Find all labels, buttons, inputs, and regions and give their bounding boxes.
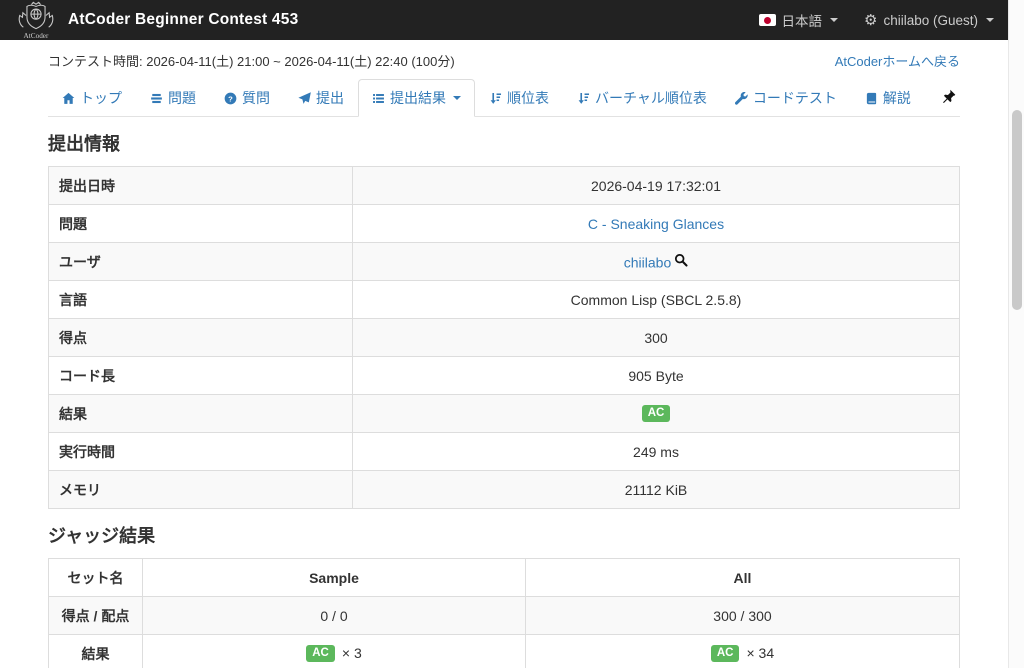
scrollbar-thumb[interactable] <box>1012 110 1022 310</box>
sample-score-value: 0 / 0 <box>142 596 526 635</box>
wrench-icon <box>734 91 748 105</box>
home-icon <box>62 92 75 104</box>
tab-label: 解説 <box>882 90 911 106</box>
tasks-icon <box>151 93 162 103</box>
row-label: 結果 <box>48 394 353 433</box>
logo-text: AtCoder <box>24 32 49 39</box>
table-row: 実行時間 249 ms <box>48 432 960 471</box>
tab-standings[interactable]: 順位表 <box>475 79 563 117</box>
row-label: 問題 <box>48 204 353 243</box>
caret-down-icon <box>986 18 994 22</box>
tab-label: 質問 <box>242 90 270 106</box>
row-label: 得点 / 配点 <box>48 596 143 635</box>
tab-top[interactable]: トップ <box>48 79 136 117</box>
tab-label: 提出結果 <box>390 90 446 106</box>
japan-flag-icon <box>758 14 776 26</box>
judge-result-heading: ジャッジ結果 <box>48 526 156 546</box>
row-label: 得点 <box>48 318 353 357</box>
tab-label: 問題 <box>168 90 196 106</box>
pin-icon[interactable] <box>938 81 960 116</box>
navbar-right: 日本語 ⚙ chiilabo (Guest) <box>758 10 994 30</box>
exec-time-value: 249 ms <box>352 432 960 471</box>
tab-questions[interactable]: ? 質問 <box>210 79 284 117</box>
tab-submit[interactable]: 提出 <box>284 79 358 117</box>
tab-problems[interactable]: 問題 <box>136 79 210 117</box>
memory-value: 21112 KiB <box>352 470 960 509</box>
tab-editorial[interactable]: 解説 <box>851 79 925 117</box>
search-icon[interactable] <box>674 254 688 270</box>
list-icon <box>373 93 384 103</box>
column-header-set: セット名 <box>48 558 143 597</box>
row-label: 提出日時 <box>48 166 353 205</box>
column-header-all: All <box>525 558 960 597</box>
user-menu[interactable]: ⚙ chiilabo (Guest) <box>864 13 994 28</box>
all-score-value: 300 / 300 <box>525 596 960 635</box>
navbar-title[interactable]: AtCoder Beginner Contest 453 <box>68 11 299 28</box>
column-header-sample: Sample <box>142 558 526 597</box>
row-label: 実行時間 <box>48 432 353 471</box>
sample-ac-count: × 3 <box>341 644 362 661</box>
submission-time-value: 2026-04-19 17:32:01 <box>352 166 960 205</box>
navbar: AtCoder AtCoder Beginner Contest 453 日本語… <box>0 0 1008 40</box>
table-row: 問題 C - Sneaking Glances <box>48 204 960 243</box>
language-label: 日本語 <box>781 14 823 29</box>
table-row: ユーザ chiilabo <box>48 242 960 281</box>
row-label: ユーザ <box>48 242 353 281</box>
score-value: 300 <box>352 318 960 357</box>
ac-status-badge: AC <box>641 405 671 423</box>
row-label: 結果 <box>48 634 143 668</box>
tab-code-test[interactable]: コードテスト <box>721 79 851 117</box>
caret-down-icon <box>453 96 461 100</box>
sort-icon <box>578 92 590 104</box>
language-value: Common Lisp (SBCL 2.5.8) <box>352 280 960 319</box>
table-header-row: セット名 Sample All <box>48 558 960 597</box>
row-label: メモリ <box>48 470 353 509</box>
table-row: 結果 AC × 3 AC × 34 <box>48 634 960 668</box>
table-row: 言語 Common Lisp (SBCL 2.5.8) <box>48 280 960 319</box>
table-row: メモリ 21112 KiB <box>48 470 960 509</box>
problem-link[interactable]: C - Sneaking Glances <box>587 215 725 232</box>
judge-result-table: セット名 Sample All 得点 / 配点 0 / 0 300 / 300 … <box>48 558 960 668</box>
table-row: 得点 / 配点 0 / 0 300 / 300 <box>48 596 960 635</box>
main-content: 提出情報 提出日時 2026-04-19 17:32:01 問題 C - Sne… <box>0 130 1008 668</box>
ac-status-badge: AC <box>710 645 740 663</box>
tab-label: トップ <box>80 90 122 106</box>
table-row: コード長 905 Byte <box>48 356 960 395</box>
code-size-value: 905 Byte <box>352 356 960 395</box>
svg-text:?: ? <box>228 94 233 103</box>
tab-bar: トップ 問題 ? 質問 提出 提出結果 順位表 バーチャル順位表 <box>48 79 960 117</box>
atcoder-logo-icon[interactable]: AtCoder <box>14 1 58 39</box>
sort-icon <box>490 92 502 104</box>
contest-bar: コンテスト時間: 2026-04-11(土) 21:00 ~ 2026-04-1… <box>0 40 1008 70</box>
table-row: 得点 300 <box>48 318 960 357</box>
user-name-label: chiilabo (Guest) <box>883 12 978 28</box>
tab-label: バーチャル順位表 <box>595 90 707 106</box>
tab-results[interactable]: 提出結果 <box>358 79 475 117</box>
user-link[interactable]: chiilabo <box>623 253 672 270</box>
tab-label: 提出 <box>316 90 344 106</box>
send-icon <box>298 91 311 104</box>
table-row: 提出日時 2026-04-19 17:32:01 <box>48 166 960 205</box>
tab-virtual-standings[interactable]: バーチャル順位表 <box>563 79 721 117</box>
contest-time-text: コンテスト時間: 2026-04-11(土) 21:00 ~ 2026-04-1… <box>48 54 455 69</box>
language-selector[interactable]: 日本語 <box>758 10 838 30</box>
ac-status-badge: AC <box>306 645 335 663</box>
submission-info-table: 提出日時 2026-04-19 17:32:01 問題 C - Sneaking… <box>48 166 960 509</box>
row-label: 言語 <box>48 280 353 319</box>
gear-icon: ⚙ <box>864 11 878 29</box>
tab-label: コードテスト <box>752 90 837 106</box>
submission-info-heading: 提出情報 <box>48 134 120 154</box>
row-label: コード長 <box>48 356 353 395</box>
tab-label: 順位表 <box>507 90 549 106</box>
caret-down-icon <box>830 18 838 22</box>
back-home-link[interactable]: AtCoderホームへ戻る <box>834 54 960 69</box>
book-icon <box>866 92 877 104</box>
all-ac-count: × 34 <box>746 644 775 661</box>
scrollbar-track[interactable] <box>1008 0 1024 668</box>
question-icon: ? <box>224 92 237 104</box>
table-row: 結果 AC <box>48 394 960 433</box>
